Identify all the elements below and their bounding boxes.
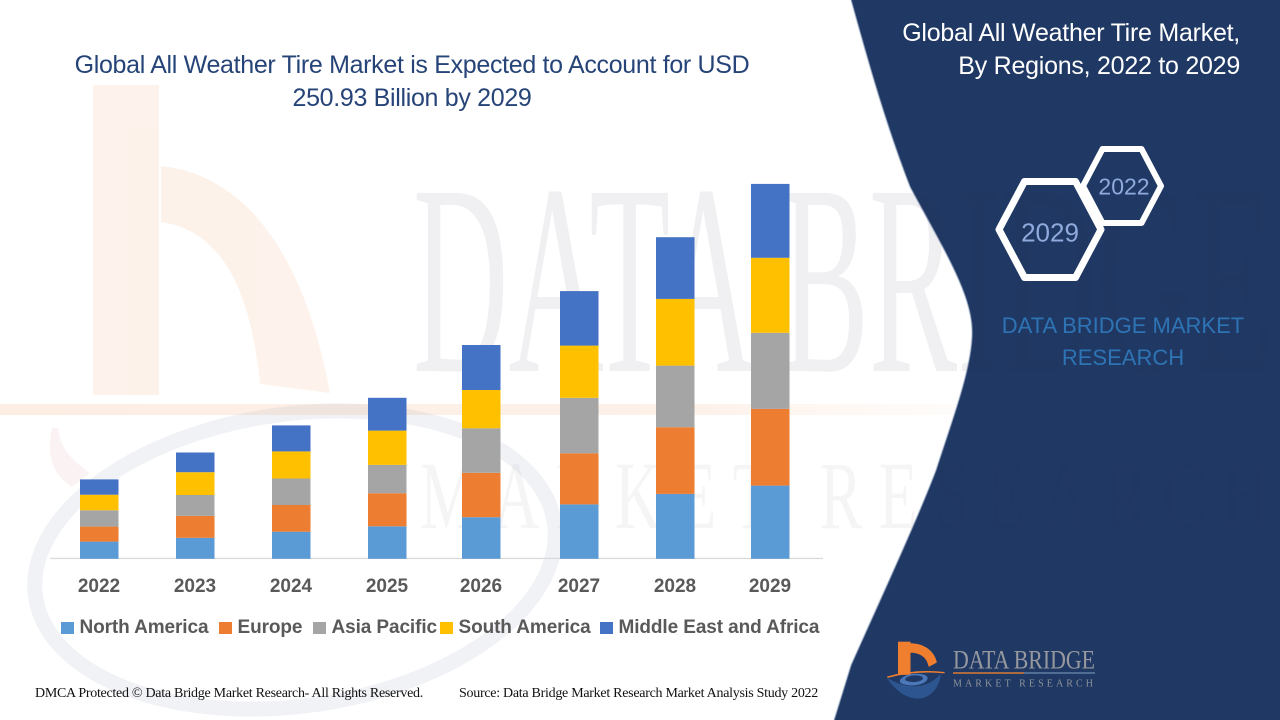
svg-text:2022: 2022 [1098,174,1149,200]
svg-text:MARKET RESEARCH: MARKET RESEARCH [953,679,1093,690]
svg-text:MARKET RESEARCH: MARKET RESEARCH [420,442,1280,549]
svg-text:2029: 2029 [1021,218,1079,248]
svg-text:DATA BRIDGE: DATA BRIDGE [953,646,1095,675]
